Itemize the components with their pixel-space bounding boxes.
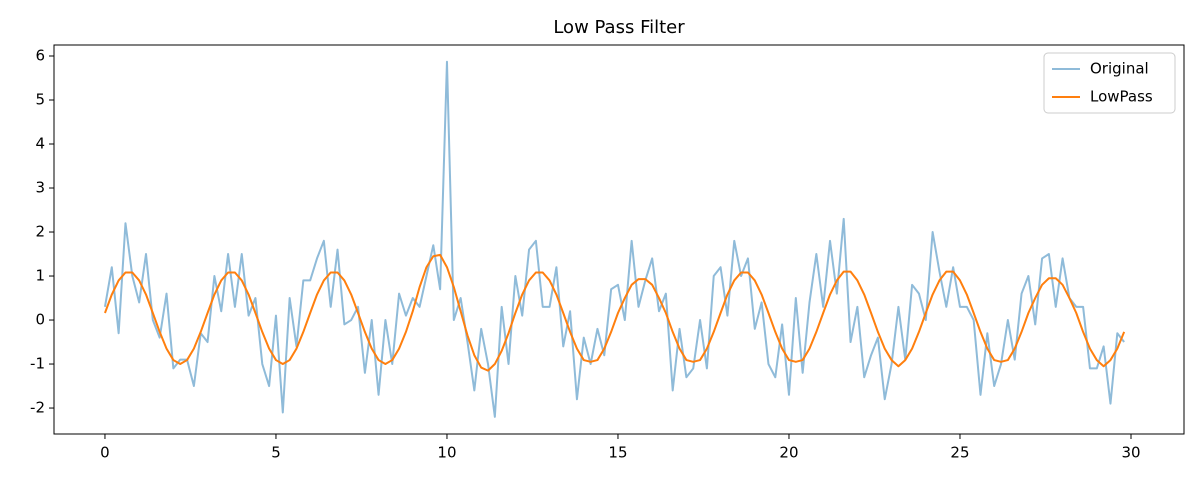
x-tick-label: 20 [779, 444, 798, 462]
y-tick-label: 2 [35, 223, 45, 241]
line-series [104, 253, 1126, 372]
y-tick-label: 3 [35, 179, 45, 197]
x-tick-label: 30 [1121, 444, 1140, 462]
x-tick-label: 5 [271, 444, 281, 462]
legend-label: LowPass [1090, 88, 1153, 106]
y-tick-label: 0 [35, 311, 45, 329]
x-tick-label: 25 [950, 444, 969, 462]
y-tick-label: -2 [30, 399, 45, 417]
x-tick-label: 10 [437, 444, 456, 462]
legend-label: Original [1090, 60, 1149, 78]
y-tick-label: 1 [35, 267, 45, 285]
y-tick-label: 5 [35, 91, 45, 109]
y-tick-label: -1 [30, 355, 45, 373]
chart-title: Low Pass Filter [553, 17, 685, 38]
y-tick-label: 6 [35, 47, 45, 65]
y-tick-label: 4 [35, 135, 45, 153]
axes-frame [53, 44, 1185, 435]
line-series [103, 60, 1125, 418]
x-tick-label: 0 [100, 444, 110, 462]
x-tick-label: 15 [608, 444, 627, 462]
